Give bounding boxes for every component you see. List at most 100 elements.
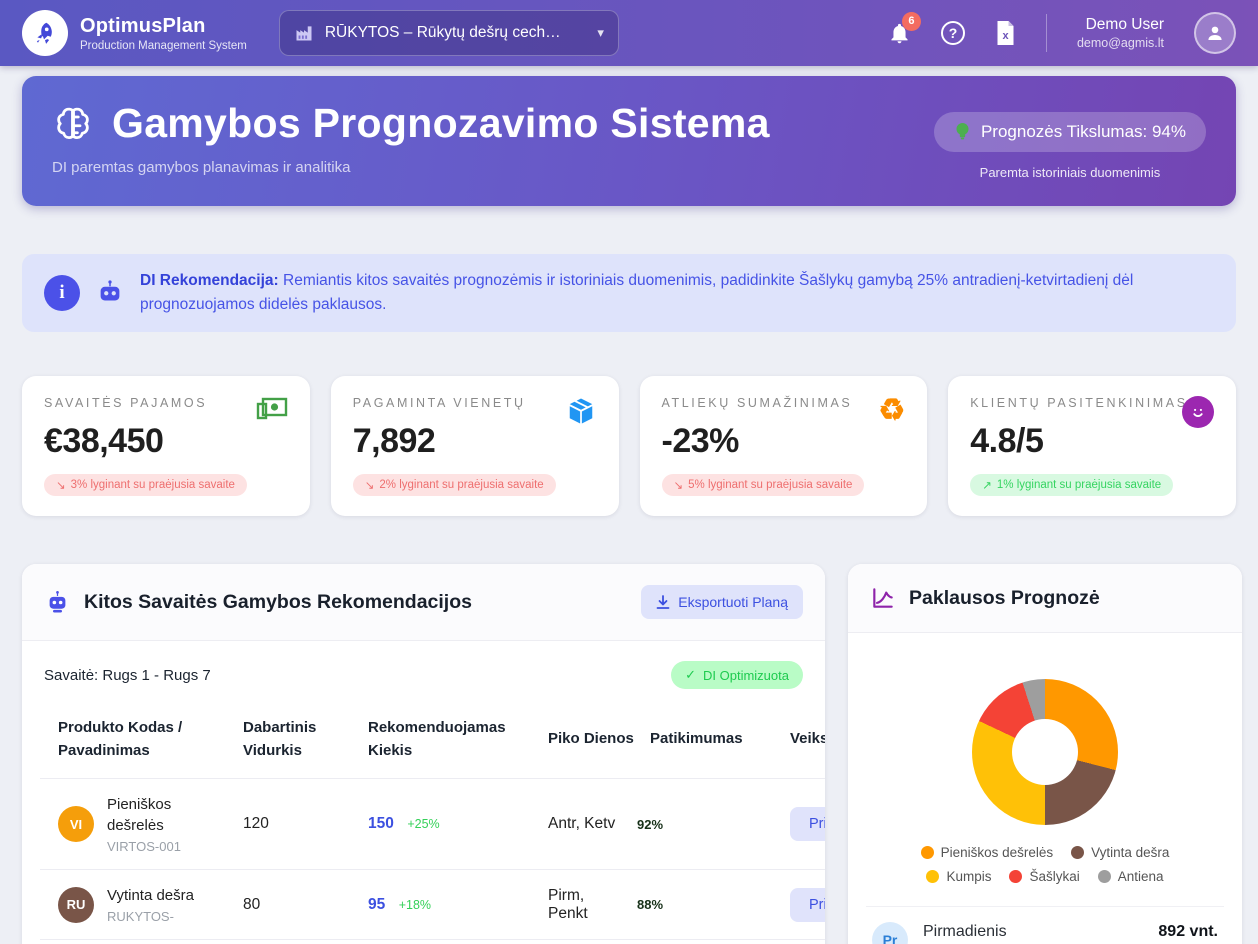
recommendations-title: Kitos Savaitės Gamybos Rekomendacijos [84,590,472,613]
legend-label: Šašlykai [1029,869,1080,885]
box-icon [565,396,597,426]
recommended-quantity: 95 [368,895,386,913]
accept-button[interactable]: Priimti [790,807,825,842]
day-name: Pirmadienis [923,922,1007,940]
recommendations-panel: Kitos Savaitės Gamybos Rekomendacijos Ek… [22,564,825,944]
list-item: Pr Pirmadienis 892 vnt. [866,906,1224,944]
stat-label: KLIENTŲ PASITENKINIMAS [970,396,1188,411]
ai-optimized-badge: ✓ DI Optimizuota [671,661,803,690]
col-actions: Veiksmai [790,730,825,748]
current-average: 120 [243,815,269,833]
robot-icon [49,590,66,613]
chevron-down-icon: ▾ [597,25,604,40]
legend-label: Kumpis [946,869,992,885]
info-icon: i [44,275,80,312]
trend-badge: ↘ 2% lyginant su praėjusia savaite [352,474,556,497]
brand: OptimusPlan Production Management System [80,15,247,52]
person-icon [1208,26,1222,40]
product-code: RUKYTOS- [107,909,174,925]
ai-recommendation-banner: i DI Rekomendacija: Remiantis kitos sava… [22,254,1236,333]
product-badge: RU [58,886,94,923]
col-confidence: Patikimumas [650,730,743,748]
quantity-delta: +18% [398,897,432,912]
table-header-row: Produkto Kodas / Pavadinimas Dabartinis … [40,717,825,780]
check-icon: ✓ [685,667,697,683]
accuracy-note: Paremta istoriniais duomenimis [979,165,1161,180]
user-email: demo@agmis.lt [1076,36,1164,50]
accuracy-badge: Prognozės Tikslumas: 94% [933,112,1206,152]
stat-card-units: PAGAMINTA VIENETŲ 7,892 ↘ 2% lyginant su… [330,376,619,517]
factory-icon [296,26,312,41]
trend-badge: ↗ 1% lyginant su praėjusia savaite [970,474,1174,497]
day-value: 892 vnt. [1158,922,1218,940]
trend-down-icon: ↘ [364,480,375,493]
page-subtitle: DI paremtas gamybos planavimas ir analit… [52,159,351,176]
current-average: 80 [243,895,261,913]
smiley-icon [1182,396,1214,429]
col-product: Produkto Kodas / Pavadinimas [58,719,183,759]
trend-badge: ↘ 3% lyginant su praėjusia savaite [44,474,247,497]
stat-label: ATLIEKŲ SUMAŽINIMAS [661,396,853,411]
stat-value: 4.8/5 [970,422,1044,461]
user-info: Demo User demo@agmis.lt [1077,16,1164,50]
recommended-quantity: 150 [368,815,394,833]
legend-label: Vytinta dešra [1091,845,1170,861]
main-panels: Kitos Savaitės Gamybos Rekomendacijos Ek… [22,564,1242,944]
stat-cards: SAVAITĖS PAJAMOS €38,450 ↘ 3% lyginant s… [22,376,1236,517]
trend-badge: ↘ 5% lyginant su praėjusia savaite [661,474,865,497]
table-row: RU Vytinta dešra RUKYTOS- 80 95 +18% Pir… [40,870,825,941]
brand-name: OptimusPlan [80,14,206,37]
accuracy-label: Prognozės Tikslumas: 94% [980,122,1186,141]
legend-dot [1071,846,1085,860]
facility-label: RŪKYTOS – Rūkytų dešrų cech… [324,24,561,41]
recycle-icon: ♻ [878,394,906,428]
line-chart-icon [873,588,893,608]
excel-export-button[interactable]: x [995,21,1016,45]
daily-demand-list: Pr Pirmadienis 892 vnt. An [866,906,1224,944]
export-plan-button[interactable]: Eksportuoti Planą [641,585,803,620]
legend-label: Antiena [1117,869,1164,885]
divider [1045,14,1047,52]
product-code: VIRTOS-001 [107,839,181,855]
robot-icon [95,278,125,308]
stat-value: -23% [661,422,740,461]
legend-item: Pieniškos dešrelės [920,845,1054,861]
quantity-delta: +25% [407,817,440,832]
money-icon [256,396,288,422]
peak-days: Antr, Ketv [548,815,616,833]
avatar[interactable] [1194,12,1236,54]
donut-chart [972,679,1118,826]
rocket-icon [36,22,52,44]
top-navbar: OptimusPlan Production Management System… [0,0,1258,66]
demand-forecast-title: Paklausos Prognozė [909,586,1100,609]
legend-dot [1009,870,1023,884]
ai-recommendation-text: DI Rekomendacija: Remiantis kitos savait… [140,272,1134,314]
week-range-label: Savaitė: Rugs 1 - Rugs 7 [44,666,211,684]
product-name: Pieniškos dešrelės [107,796,172,835]
download-icon [656,594,670,609]
notifications-button[interactable]: 6 [888,11,921,45]
table-row: VI Pieniškos dešrelės VIRTOS-001 120 150… [40,779,825,871]
stat-label: SAVAITĖS PAJAMOS [44,396,208,411]
ai-recommendation-label: DI Rekomendacija: [140,272,279,289]
accept-button[interactable]: Priimti [790,887,825,922]
stat-value: €38,450 [44,422,164,461]
legend-item: Kumpis [926,869,991,884]
brand-subtitle: Production Management System [80,39,247,52]
recommendations-header: Kitos Savaitės Gamybos Rekomendacijos Ek… [22,564,825,642]
demand-forecast-panel: Paklausos Prognozė Pieniškos dešrelės Vyt… [848,564,1242,944]
demand-forecast-header: Paklausos Prognozė [848,564,1242,634]
help-button[interactable]: ? [940,21,965,45]
legend-label: Pieniškos dešrelės [940,845,1054,861]
brain-icon [57,107,89,139]
legend-dot [1097,870,1111,884]
legend-item: Vytinta dešra [1071,845,1169,860]
excel-file-icon: x [997,21,1014,45]
col-recommended: Rekomenduojamas Kiekis [368,719,506,759]
trend-up-icon: ↗ [982,480,992,493]
col-peak: Piko Dienos [548,730,634,748]
facility-selector[interactable]: RŪKYTOS – Rūkytų dešrų cech… ▾ [278,10,619,56]
legend-item: Šašlykai [1009,869,1080,885]
peak-days: Pirm, Penkt [548,886,588,922]
stat-label: PAGAMINTA VIENETŲ [352,396,526,411]
